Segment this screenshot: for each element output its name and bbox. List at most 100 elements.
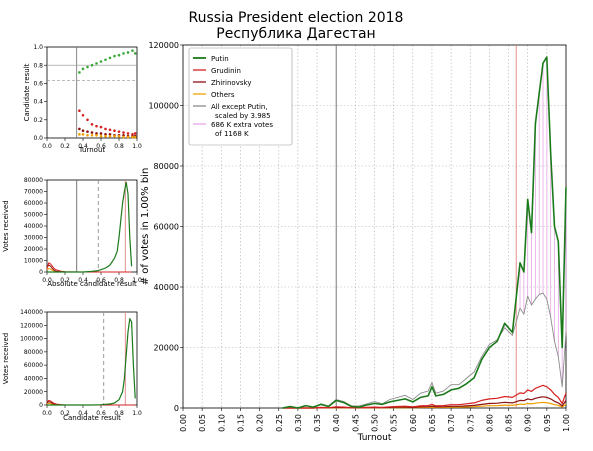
- series-line-putin: [47, 181, 133, 273]
- legend-label-all_except: All except Putin,: [211, 103, 268, 111]
- scatter-point-grudinin: [78, 109, 81, 112]
- scatter-point-putin: [108, 56, 112, 60]
- scatter-point-others: [117, 134, 121, 138]
- scatter-point-putin: [122, 52, 125, 55]
- small-chart-absolute-result: 0.0 0.2 0.4 0.6 0.8 1.0 0 10000 20000 30000 40000 5…: [2, 177, 142, 288]
- y-tick-label: 60000: [24, 362, 43, 369]
- y-axis-label: Votes received: [2, 200, 10, 251]
- y-tick-label: 80000: [154, 162, 179, 171]
- scatter-point-grudinin: [122, 131, 125, 134]
- y-axis-label: Candidate result: [23, 63, 31, 121]
- scatter-point-others: [126, 135, 130, 139]
- x-tick-label: 0.8: [114, 410, 124, 417]
- series-line-grudinin: [46, 399, 136, 406]
- legend-label-others: Others: [211, 91, 235, 99]
- scatter-point-zhirinovsky: [90, 131, 94, 134]
- scatter-point-grudinin: [104, 127, 107, 131]
- legend-label-grudinin: Grudinin: [211, 67, 241, 75]
- y-tick-label: 80000: [24, 349, 43, 356]
- plot-frame: [46, 46, 138, 139]
- y-tick-label: 100000: [20, 336, 43, 343]
- x-tick-label: 0.75: [466, 414, 475, 432]
- scatter-point-putin: [113, 54, 116, 58]
- scatter-point-putin: [104, 58, 107, 62]
- y-tick-label: 60000: [24, 200, 43, 207]
- y-tick-label: 120000: [20, 322, 43, 329]
- scatter-point-zhirinovsky: [86, 130, 89, 133]
- legend-label-extra: 686 K extra votes: [211, 121, 273, 129]
- x-tick-label: 0.60: [409, 414, 418, 432]
- x-tick-label: 0.20: [256, 414, 265, 432]
- y-tick-label: 20000: [24, 389, 43, 396]
- x-tick-label: 0.65: [428, 414, 437, 432]
- scatter-point-putin: [117, 53, 121, 57]
- y-tick-label: 0.8: [33, 62, 43, 69]
- x-tick-label: 1.0: [132, 143, 142, 150]
- plots-container: 0.00 0.05 0.10 0.15 0.20 0.25 0.30 0.35 0.40 0.45…: [2, 41, 571, 443]
- scatter-point-others: [122, 135, 125, 139]
- x-axis-label: Candidate result: [63, 414, 121, 422]
- x-tick-label: 1.00: [562, 414, 571, 432]
- y-tick-label: 40000: [24, 376, 43, 383]
- scatter-point-others: [95, 133, 98, 137]
- x-tick-label: 0.2: [60, 410, 70, 417]
- y-tick-label: 0.4: [33, 99, 43, 106]
- scatter-point-zhirinovsky: [78, 127, 81, 131]
- y-tick-label: 0: [174, 404, 179, 413]
- scatter-point-grudinin: [133, 132, 137, 135]
- scatter-point-putin: [81, 67, 85, 71]
- y-tick-label: 100000: [148, 101, 179, 110]
- scatter-point-zhirinovsky: [81, 129, 85, 133]
- x-tick-label: 0.6: [96, 143, 106, 150]
- x-tick-label: 0.4: [78, 277, 88, 284]
- scatter-point-grudinin: [117, 130, 121, 133]
- scatter-point-putin: [78, 71, 81, 74]
- y-tick-label: 140000: [20, 309, 43, 316]
- y-tick-label: 30000: [24, 235, 43, 242]
- x-tick-label: 0.2: [60, 143, 70, 150]
- series-line-grudinin: [46, 262, 132, 273]
- legend-label-all_except: scaled by 3.985: [215, 112, 271, 120]
- x-tick-label: 0.15: [236, 414, 245, 432]
- x-tick-label: 0.2: [60, 277, 70, 284]
- y-tick-label: 1.0: [33, 44, 43, 51]
- scatter-point-putin: [86, 65, 89, 69]
- y-axis-label: Votes received: [2, 333, 10, 384]
- x-tick-label: 0.8: [114, 277, 124, 284]
- x-tick-label: 0.6: [96, 277, 106, 284]
- x-tick-label: 0.90: [524, 414, 533, 432]
- x-tick-label: 0.40: [332, 414, 341, 432]
- x-tick-label: 0.45: [351, 414, 360, 432]
- scatter-point-others: [133, 135, 137, 139]
- legend-label-extra: of 1168 K: [215, 130, 249, 138]
- scatter-point-putin: [131, 49, 134, 52]
- scatter-point-zhirinovsky: [99, 132, 103, 135]
- scatter-point-grudinin: [126, 132, 130, 135]
- y-tick-label: 0.6: [33, 81, 43, 88]
- x-tick-label: 0.6: [96, 410, 106, 417]
- y-tick-label: 0.0: [33, 135, 43, 142]
- scatter-point-grudinin: [90, 123, 94, 126]
- scatter-point-others: [99, 134, 103, 138]
- scatter-point-grudinin: [81, 113, 85, 117]
- series-line-putin: [47, 318, 136, 406]
- scatter-point-putin: [95, 62, 98, 65]
- x-tick-label: 0.0: [42, 277, 52, 284]
- scatter-point-grudinin: [95, 124, 98, 128]
- y-tick-label: 20000: [24, 246, 43, 253]
- y-tick-label: 40000: [24, 223, 43, 230]
- x-tick-label: 0.10: [217, 414, 226, 432]
- scatter-point-others: [113, 134, 116, 138]
- y-tick-label: 20000: [154, 343, 179, 352]
- x-tick-label: 0.70: [447, 414, 456, 432]
- series-line-grudinin: [282, 384, 567, 409]
- x-tick-label: 0.85: [505, 414, 514, 432]
- x-tick-label: 0.8: [114, 143, 124, 150]
- y-tick-label: 40000: [154, 283, 179, 292]
- plot-frame: [46, 311, 138, 406]
- scatter-point-grudinin: [131, 133, 134, 136]
- y-tick-label: 0: [39, 402, 43, 409]
- scatter-point-others: [90, 133, 94, 137]
- x-axis-label: Turnout: [78, 146, 106, 154]
- x-tick-label: 0.25: [275, 414, 284, 432]
